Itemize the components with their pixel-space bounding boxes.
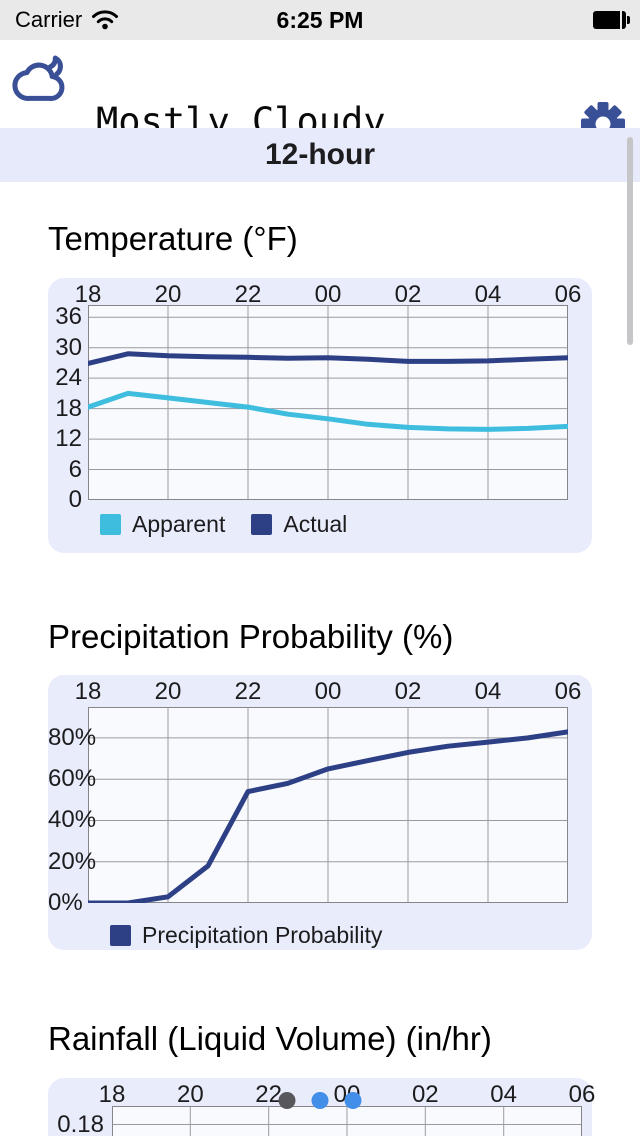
- x-tick-label: 00: [314, 678, 342, 705]
- x-tick-label: 18: [98, 1081, 126, 1108]
- x-tick-label: 22: [255, 1081, 283, 1108]
- legend-swatch: [110, 925, 131, 946]
- chart-legend: Precipitation Probability: [110, 922, 382, 949]
- tab-12-hour[interactable]: 12-hour: [0, 128, 640, 182]
- y-tick-label: 80%: [48, 723, 97, 751]
- y-tick-label: 6: [68, 455, 82, 483]
- legend-label: Precipitation Probability: [142, 922, 383, 948]
- page-dot[interactable]: [278, 1092, 296, 1109]
- x-tick-label: 04: [474, 281, 502, 308]
- y-tick-label: 20%: [48, 847, 97, 875]
- clock-label: 6:25 PM: [276, 6, 364, 33]
- y-tick-label: 24: [55, 364, 82, 392]
- app-header: Mostly Cloudy: [0, 40, 640, 146]
- rainfall-chart-card: 182022000204060.18: [48, 1078, 595, 1136]
- legend-item: Precipitation Probability: [110, 922, 382, 949]
- y-tick-label: 36: [55, 303, 82, 331]
- x-tick-label: 18: [74, 678, 102, 705]
- precipitation-chart-card: 18 20 22 00 02 04 06 80% 60% 40% 20% 0% Precipitatio…: [48, 675, 592, 950]
- y-tick-label: 0: [68, 486, 82, 513]
- x-tick-label: 20: [154, 281, 182, 308]
- legend-swatch: [251, 514, 273, 535]
- legend-item: Apparent: [100, 511, 225, 538]
- x-tick-label: 04: [490, 1081, 517, 1108]
- section-title-precipitation: Precipitation Probability (%): [48, 618, 454, 655]
- temperature-chart-card: 18 20 22 00 02 04 06 36 30 24 18 12 6 0 Apparent Actual: [48, 278, 592, 553]
- y-tick-label: 18: [55, 394, 82, 422]
- x-tick-label: 06: [568, 1081, 596, 1108]
- y-tick-label: 0.18: [57, 1110, 104, 1136]
- wifi-icon: [91, 9, 119, 35]
- legend-item: Actual: [251, 511, 347, 538]
- y-tick-label: 12: [55, 425, 82, 453]
- x-tick-label: 04: [474, 678, 502, 705]
- x-tick-label: 22: [234, 678, 262, 705]
- legend-label: Actual: [283, 511, 348, 537]
- page-dot[interactable]: [344, 1092, 362, 1109]
- x-tick-label: 06: [554, 281, 582, 308]
- battery-icon: [593, 11, 630, 29]
- cloud-moon-icon: [11, 53, 69, 114]
- chart-plot: [88, 305, 568, 500]
- x-tick-label: 18: [74, 281, 102, 308]
- section-title-temperature: Temperature (°F): [48, 220, 298, 257]
- y-tick-label: 30: [55, 333, 82, 361]
- legend-swatch: [100, 514, 121, 535]
- chart-plot: [88, 707, 568, 903]
- legend-label: Apparent: [132, 511, 226, 537]
- carrier-label: Carrier: [15, 7, 83, 32]
- tab-12-hour-label: 12-hour: [264, 138, 375, 171]
- y-tick-label: 40%: [48, 806, 97, 834]
- x-tick-label: 06: [554, 678, 582, 705]
- x-tick-label: 02: [411, 1081, 439, 1108]
- section-title-rainfall: Rainfall (Liquid Volume) (in/hr): [48, 1020, 492, 1057]
- y-tick-label: 0%: [48, 889, 83, 916]
- x-tick-label: 02: [394, 281, 422, 308]
- x-tick-label: 20: [176, 1081, 204, 1108]
- page-dot[interactable]: [311, 1092, 329, 1109]
- x-tick-label: 02: [394, 678, 422, 705]
- y-tick-label: 60%: [48, 765, 97, 793]
- status-bar: Carrier 6:25 PM: [0, 0, 640, 40]
- chart-plot: [112, 1106, 582, 1136]
- chart-legend: Apparent Actual: [100, 511, 347, 538]
- x-tick-label: 22: [234, 281, 262, 308]
- page-control: [278, 1092, 362, 1109]
- x-tick-label: 20: [154, 678, 182, 705]
- scrollbar-thumb[interactable]: [627, 137, 633, 345]
- x-tick-label: 00: [314, 281, 342, 308]
